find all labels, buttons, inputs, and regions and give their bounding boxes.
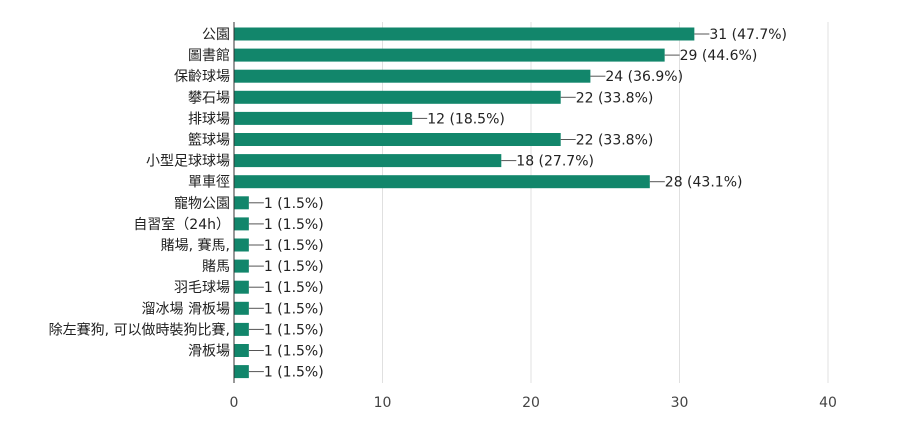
bar-6[interactable] [234,154,502,168]
bar-0[interactable] [234,27,695,41]
value-label-13: 1 (1.5%) [264,301,324,317]
category-label-1: 圖書館 [188,47,230,64]
x-tick-label-20: 20 [522,395,540,411]
value-label-6: 18 (27.7%) [516,154,594,170]
value-label-10: 1 (1.5%) [264,238,324,254]
value-label-9: 1 (1.5%) [264,217,324,233]
bar-7[interactable] [234,175,650,189]
category-label-10: 賭場, 賽馬, [161,237,230,254]
category-label-7: 單車徑 [188,174,230,191]
value-label-7: 28 (43.1%) [665,175,743,191]
bar-3[interactable] [234,90,561,104]
bar-9[interactable] [234,217,249,231]
value-labels: 31 (47.7%) 29 (44.6%) 24 (36.9%) 22 (33.8%)… [264,27,787,381]
x-tick-label-40: 40 [819,395,837,411]
bar-13[interactable] [234,301,249,315]
category-label-13: 溜冰場 滑板場 [142,300,230,317]
bar-15[interactable] [234,344,249,357]
category-label-9: 自習室（24h） [133,216,230,233]
value-label-3: 22 (33.8%) [576,90,654,106]
category-label-8: 寵物公園 [174,195,230,212]
category-label-12: 羽毛球場 [174,280,230,296]
bar-11[interactable] [234,259,249,273]
value-label-5: 22 (33.8%) [576,133,654,149]
value-label-8: 1 (1.5%) [264,196,324,212]
value-label-14: 1 (1.5%) [264,322,324,338]
value-label-16: 1 (1.5%) [264,365,324,381]
category-label-0: 公園 [202,27,230,43]
value-label-1: 29 (44.6%) [680,48,758,64]
value-label-15: 1 (1.5%) [264,344,324,360]
category-label-2: 保齡球場 [174,69,230,85]
bar-10[interactable] [234,238,249,252]
value-label-0: 31 (47.7%) [709,27,787,43]
bar-2[interactable] [234,69,591,83]
category-label-5: 籃球場 [188,133,230,149]
category-label-14: 除左賽狗, 可以做時裝狗比賽, [49,321,230,338]
bars [234,27,695,379]
bar-12[interactable] [234,280,249,294]
x-tick-label-30: 30 [671,395,689,411]
bar-14[interactable] [234,322,249,336]
category-label-15: 滑板場 [188,343,230,360]
bar-16[interactable] [234,365,249,379]
category-label-3: 攀石場 [188,90,230,106]
bar-8[interactable] [234,196,249,210]
bar-5[interactable] [234,133,561,146]
category-label-6: 小型足球球場 [146,154,230,170]
value-connectors [248,33,710,373]
value-label-12: 1 (1.5%) [264,280,324,296]
category-label-4: 排球場 [188,111,230,127]
bar-1[interactable] [234,48,665,62]
x-tick-label-0: 0 [230,395,239,411]
value-label-4: 12 (18.5%) [427,111,505,127]
value-label-2: 24 (36.9%) [605,69,683,85]
value-label-11: 1 (1.5%) [264,259,324,275]
bar-4[interactable] [234,111,413,125]
x-tick-labels: 0 10 20 30 40 [230,395,837,411]
x-tick-label-10: 10 [374,395,392,411]
category-label-11: 賭馬 [202,259,230,275]
